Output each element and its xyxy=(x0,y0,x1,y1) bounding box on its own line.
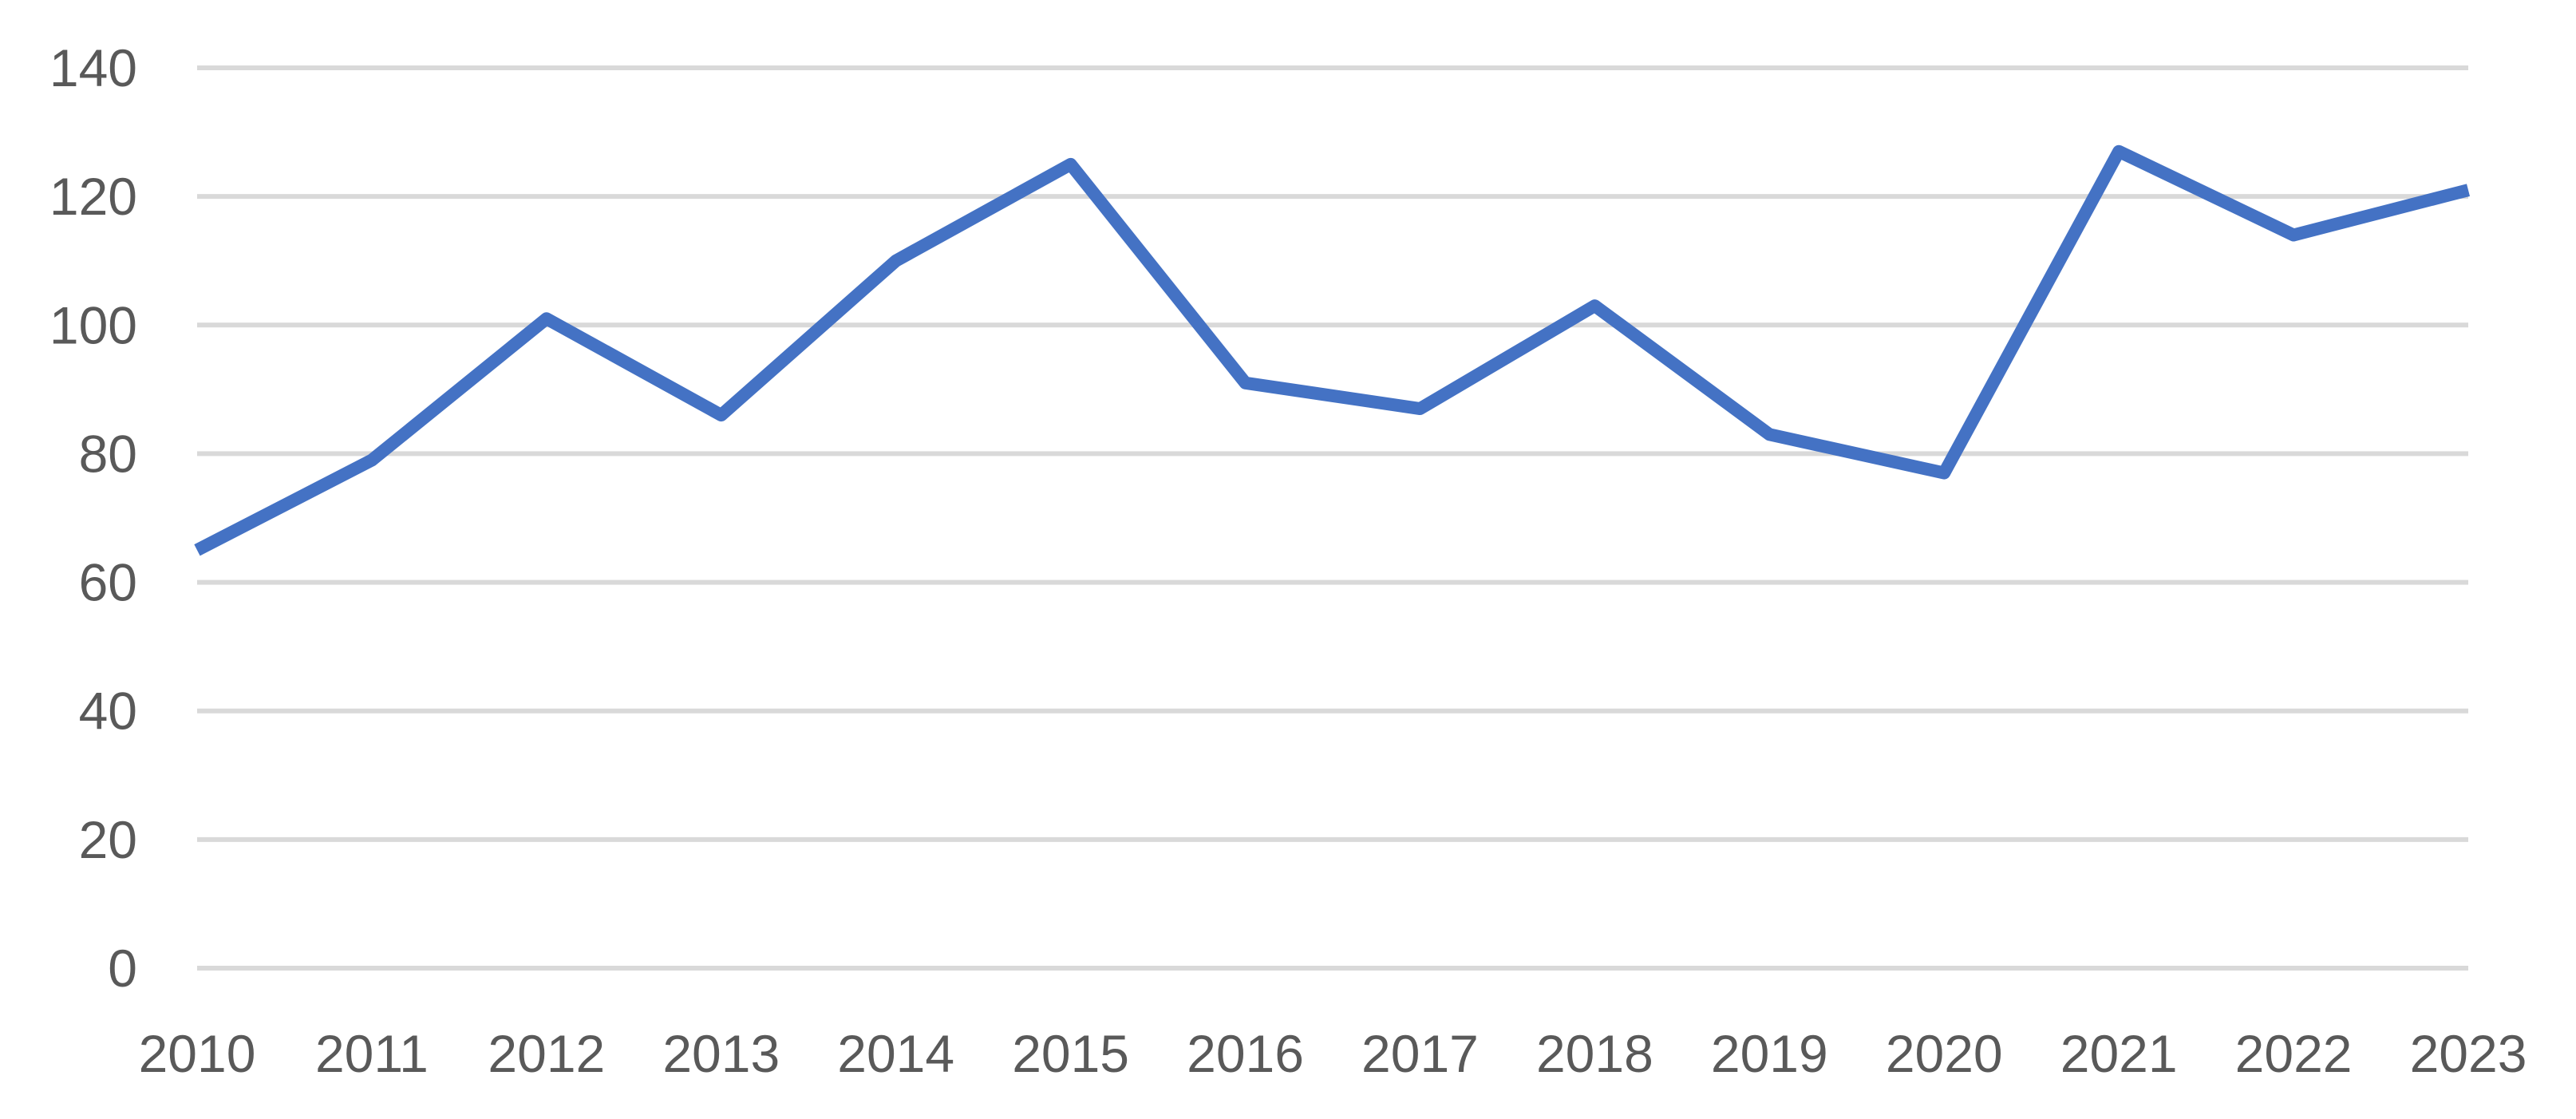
y-gridlines xyxy=(197,65,2468,971)
y-axis-tick-labels: 0 20 40 60 80 100 120 140 xyxy=(49,38,137,998)
y-tick-label: 0 xyxy=(108,939,137,998)
x-tick-label: 2022 xyxy=(2235,1024,2353,1083)
x-tick-label: 2021 xyxy=(2060,1024,2178,1083)
x-tick-label: 2023 xyxy=(2410,1024,2527,1083)
x-tick-label: 2018 xyxy=(1536,1024,1653,1083)
y-tick-label: 140 xyxy=(49,38,137,97)
y-tick-label: 80 xyxy=(79,424,137,483)
series-lines xyxy=(194,144,2470,556)
x-tick-label: 2011 xyxy=(315,1024,429,1083)
x-tick-label: 2015 xyxy=(1012,1024,1129,1083)
x-tick-label: 2020 xyxy=(1886,1024,2003,1083)
y-tick-label: 20 xyxy=(79,810,137,869)
x-tick-label: 2012 xyxy=(488,1024,605,1083)
x-tick-label: 2010 xyxy=(139,1024,256,1083)
y-tick-label: 60 xyxy=(79,553,137,612)
series-line-0 xyxy=(194,144,2470,556)
x-tick-label: 2014 xyxy=(837,1024,954,1083)
x-axis-tick-labels: 2010 2011 2012 2013 2014 2015 2016 2017 2018 2019… xyxy=(139,1024,2527,1083)
x-tick-label: 2016 xyxy=(1187,1024,1304,1083)
x-tick-label: 2013 xyxy=(662,1024,780,1083)
x-tick-label: 2019 xyxy=(1711,1024,1828,1083)
y-tick-label: 40 xyxy=(79,682,137,741)
x-tick-label: 2017 xyxy=(1361,1024,1479,1083)
y-tick-label: 100 xyxy=(49,295,137,354)
y-tick-label: 120 xyxy=(49,167,137,226)
